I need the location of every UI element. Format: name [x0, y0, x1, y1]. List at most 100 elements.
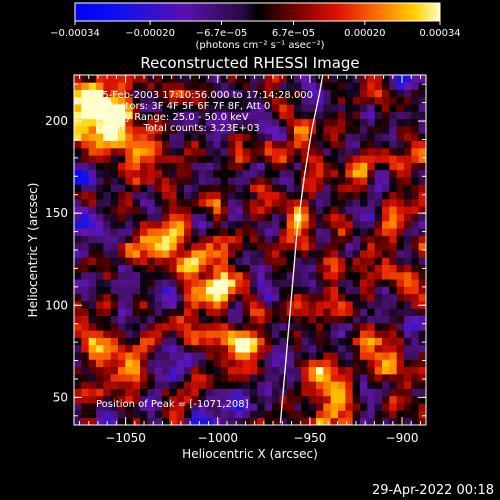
heatmap-cell: [404, 126, 412, 134]
heatmap-cell: [132, 286, 141, 295]
heatmap-cell: [338, 315, 346, 324]
heatmap-cell: [74, 257, 82, 265]
heatmap-cell: [338, 257, 346, 265]
heatmap-cell: [374, 155, 383, 163]
heatmap-cell: [154, 75, 163, 83]
heatmap-cell: [147, 344, 156, 353]
heatmap-cell: [367, 169, 376, 178]
heatmap-cell: [198, 140, 207, 149]
heatmap-cell: [206, 213, 214, 222]
heatmap-cell: [191, 403, 200, 411]
heatmap-cell: [140, 330, 148, 338]
heatmap-cell: [169, 359, 178, 368]
heatmap-cell: [184, 322, 192, 331]
heatmap-cell: [110, 352, 119, 360]
heatmap-cell: [132, 89, 141, 98]
heatmap-cell: [360, 293, 368, 302]
heatmap-cell: [228, 169, 236, 178]
heatmap-cell: [382, 352, 390, 360]
heatmap-cell: [382, 89, 390, 98]
heatmap-cell: [198, 206, 207, 214]
heatmap-cell: [294, 301, 302, 309]
heatmap-cell: [316, 162, 324, 171]
heatmap-cell: [301, 213, 310, 222]
heatmap-cell: [345, 82, 354, 90]
heatmap-cell: [81, 75, 90, 83]
heatmap-cell: [360, 133, 368, 142]
heatmap-cell: [154, 82, 163, 90]
heatmap-cell: [360, 82, 368, 90]
heatmap-cell: [367, 250, 376, 258]
heatmap-cell: [345, 220, 354, 229]
heatmap-cell: [206, 235, 214, 244]
heatmap-cell: [96, 155, 104, 163]
heatmap-cell: [382, 126, 390, 134]
heatmap-cell: [198, 184, 207, 193]
heatmap-cell: [374, 410, 383, 419]
heatmap-cell: [264, 352, 273, 360]
heatmap-cell: [140, 359, 148, 368]
heatmap-cell: [286, 352, 295, 360]
colorbar-ticks: −0.00034 −0.00020 −6.7e−05 6.7e−05 0.00020 0.…: [50, 21, 461, 39]
heatmap-cell: [396, 381, 405, 389]
heatmap-cell: [404, 169, 412, 178]
heatmap-cell: [279, 330, 288, 338]
heatmap-cell: [418, 169, 426, 178]
heatmap-cell: [235, 352, 244, 360]
heatmap-cell: [125, 301, 134, 309]
heatmap-cell: [396, 155, 405, 163]
heatmap-cell: [118, 104, 126, 112]
heatmap-cell: [345, 140, 354, 149]
heatmap-cell: [367, 155, 376, 163]
heatmap-cell: [198, 293, 207, 302]
heatmap-cell: [88, 344, 97, 353]
heatmap-cell: [118, 286, 126, 295]
heatmap-cell: [374, 177, 383, 185]
heatmap-cell: [118, 169, 126, 178]
heatmap-cell: [103, 228, 112, 236]
heatmap-cell: [88, 118, 97, 127]
heatmap-cell: [250, 279, 258, 287]
heatmap-cell: [213, 162, 222, 171]
heatmap-cell: [74, 395, 82, 404]
heatmap-cell: [250, 308, 258, 317]
heatmap-cell: [272, 206, 280, 214]
heatmap-cell: [382, 264, 390, 273]
footer-date: 29-Apr-2022 00:18: [372, 483, 494, 498]
heatmap-cell: [228, 89, 236, 98]
heatmap-cell: [279, 279, 288, 287]
heatmap-cell: [242, 373, 251, 382]
heatmap-cell: [169, 271, 178, 280]
heatmap-cell: [220, 140, 229, 149]
heatmap-cell: [301, 330, 310, 338]
heatmap-cell: [418, 250, 426, 258]
heatmap-cell: [301, 89, 310, 98]
heatmap-cell: [198, 177, 207, 185]
heatmap-cell: [154, 286, 163, 295]
heatmap-cell: [272, 344, 280, 353]
heatmap-cell: [367, 140, 376, 149]
heatmap-cell: [404, 352, 412, 360]
heatmap-cell: [257, 242, 266, 251]
heatmap-cell: [272, 82, 280, 90]
heatmap-cell: [103, 235, 112, 244]
heatmap-cell: [411, 75, 420, 83]
heatmap-cell: [206, 228, 214, 236]
heatmap-cell: [191, 308, 200, 317]
heatmap-cell: [330, 162, 339, 171]
heatmap-cell: [147, 75, 156, 83]
y-tick-label: 150: [45, 206, 68, 220]
heatmap-cell: [88, 257, 97, 265]
heatmap-cell: [250, 206, 258, 214]
heatmap-cell: [213, 198, 222, 207]
heatmap-cell: [213, 96, 222, 105]
heatmap-cell: [162, 228, 170, 236]
heatmap-cell: [96, 388, 104, 397]
heatmap-cell: [264, 162, 273, 171]
heatmap-cell: [360, 111, 368, 120]
heatmap-cell: [250, 373, 258, 382]
heatmap-cell: [411, 373, 420, 382]
heatmap-cell: [96, 242, 104, 251]
